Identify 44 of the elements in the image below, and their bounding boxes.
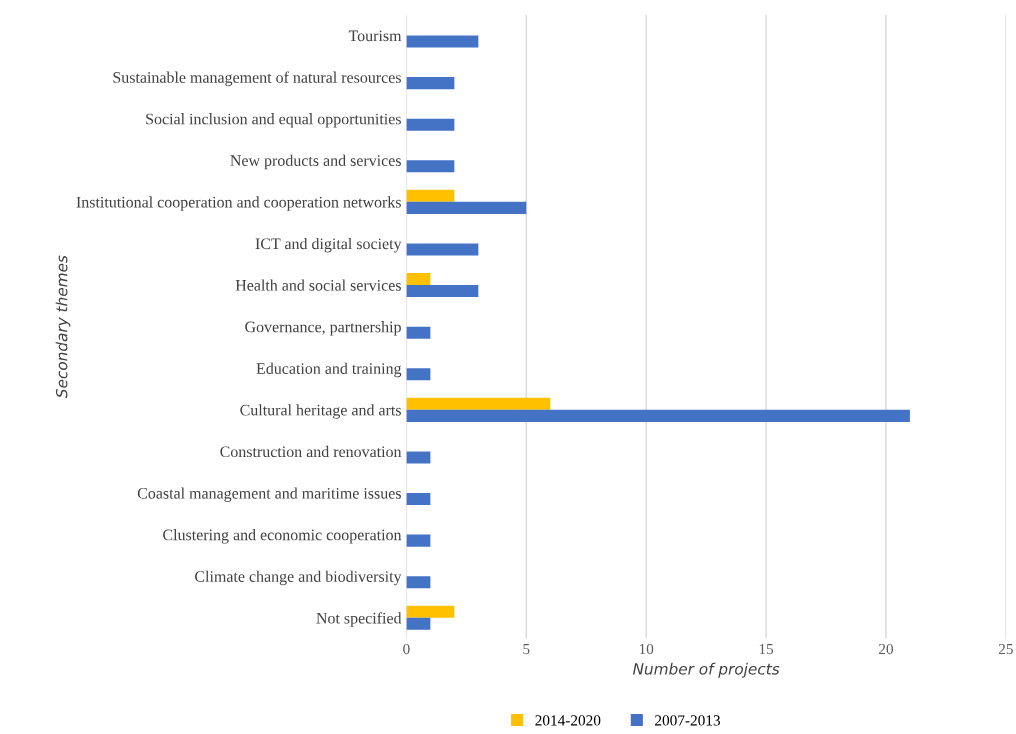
x-tick-label: 10 bbox=[639, 643, 654, 655]
x-tick-label: 5 bbox=[523, 644, 530, 655]
y-tick-label: Education and training bbox=[256, 362, 402, 378]
y-tick-label: Coastal management and maritime issues bbox=[137, 487, 401, 502]
y-tick-label: Institutional cooperation and cooperation networks bbox=[76, 196, 401, 211]
x-tick-label: 20 bbox=[878, 643, 894, 655]
bar bbox=[406, 189, 455, 202]
y-tick-label: Construction and renovation bbox=[220, 445, 402, 458]
x-tick-label: 25 bbox=[998, 643, 1013, 655]
legend-label: 2007-2013 bbox=[655, 715, 720, 726]
bar bbox=[406, 368, 431, 381]
bar bbox=[406, 409, 910, 422]
bar bbox=[406, 576, 431, 589]
y-tick-label: Health and social services bbox=[235, 279, 401, 291]
bar bbox=[406, 77, 455, 90]
bar bbox=[406, 272, 431, 286]
y-tick-label: New products and services bbox=[230, 154, 401, 170]
y-tick-label: ICT and digital society bbox=[255, 237, 402, 253]
bar bbox=[406, 326, 431, 339]
bar bbox=[406, 243, 479, 256]
bar bbox=[406, 397, 551, 410]
y-tick-label: Sustainable management of natural resources bbox=[113, 71, 401, 87]
y-tick-label: Climate change and biodiversity bbox=[195, 570, 402, 586]
bar bbox=[406, 118, 455, 131]
y-tick-label: Tourism bbox=[348, 30, 402, 42]
y-axis-title: Secondary themes bbox=[55, 255, 71, 399]
bar bbox=[406, 451, 431, 464]
y-tick-label: Social inclusion and equal opportunities bbox=[146, 113, 401, 128]
x-tick-label: 15 bbox=[759, 643, 774, 655]
x-tick-label: 0 bbox=[403, 643, 410, 655]
bar bbox=[406, 493, 431, 506]
bar bbox=[406, 534, 431, 547]
legend-label: 2014-2020 bbox=[535, 715, 601, 726]
bar bbox=[406, 285, 479, 298]
y-tick-label: Governance, partnership bbox=[245, 321, 401, 336]
x-axis-title: Number of projects bbox=[632, 662, 780, 678]
y-tick-label: Clustering and economic cooperation bbox=[163, 529, 402, 544]
bar bbox=[406, 605, 455, 618]
bar bbox=[406, 160, 455, 173]
bar bbox=[406, 617, 431, 630]
bar bbox=[406, 35, 479, 48]
bar bbox=[406, 201, 527, 214]
y-tick-label: Cultural heritage and arts bbox=[240, 404, 401, 419]
y-tick-label: Not specified bbox=[316, 612, 402, 627]
